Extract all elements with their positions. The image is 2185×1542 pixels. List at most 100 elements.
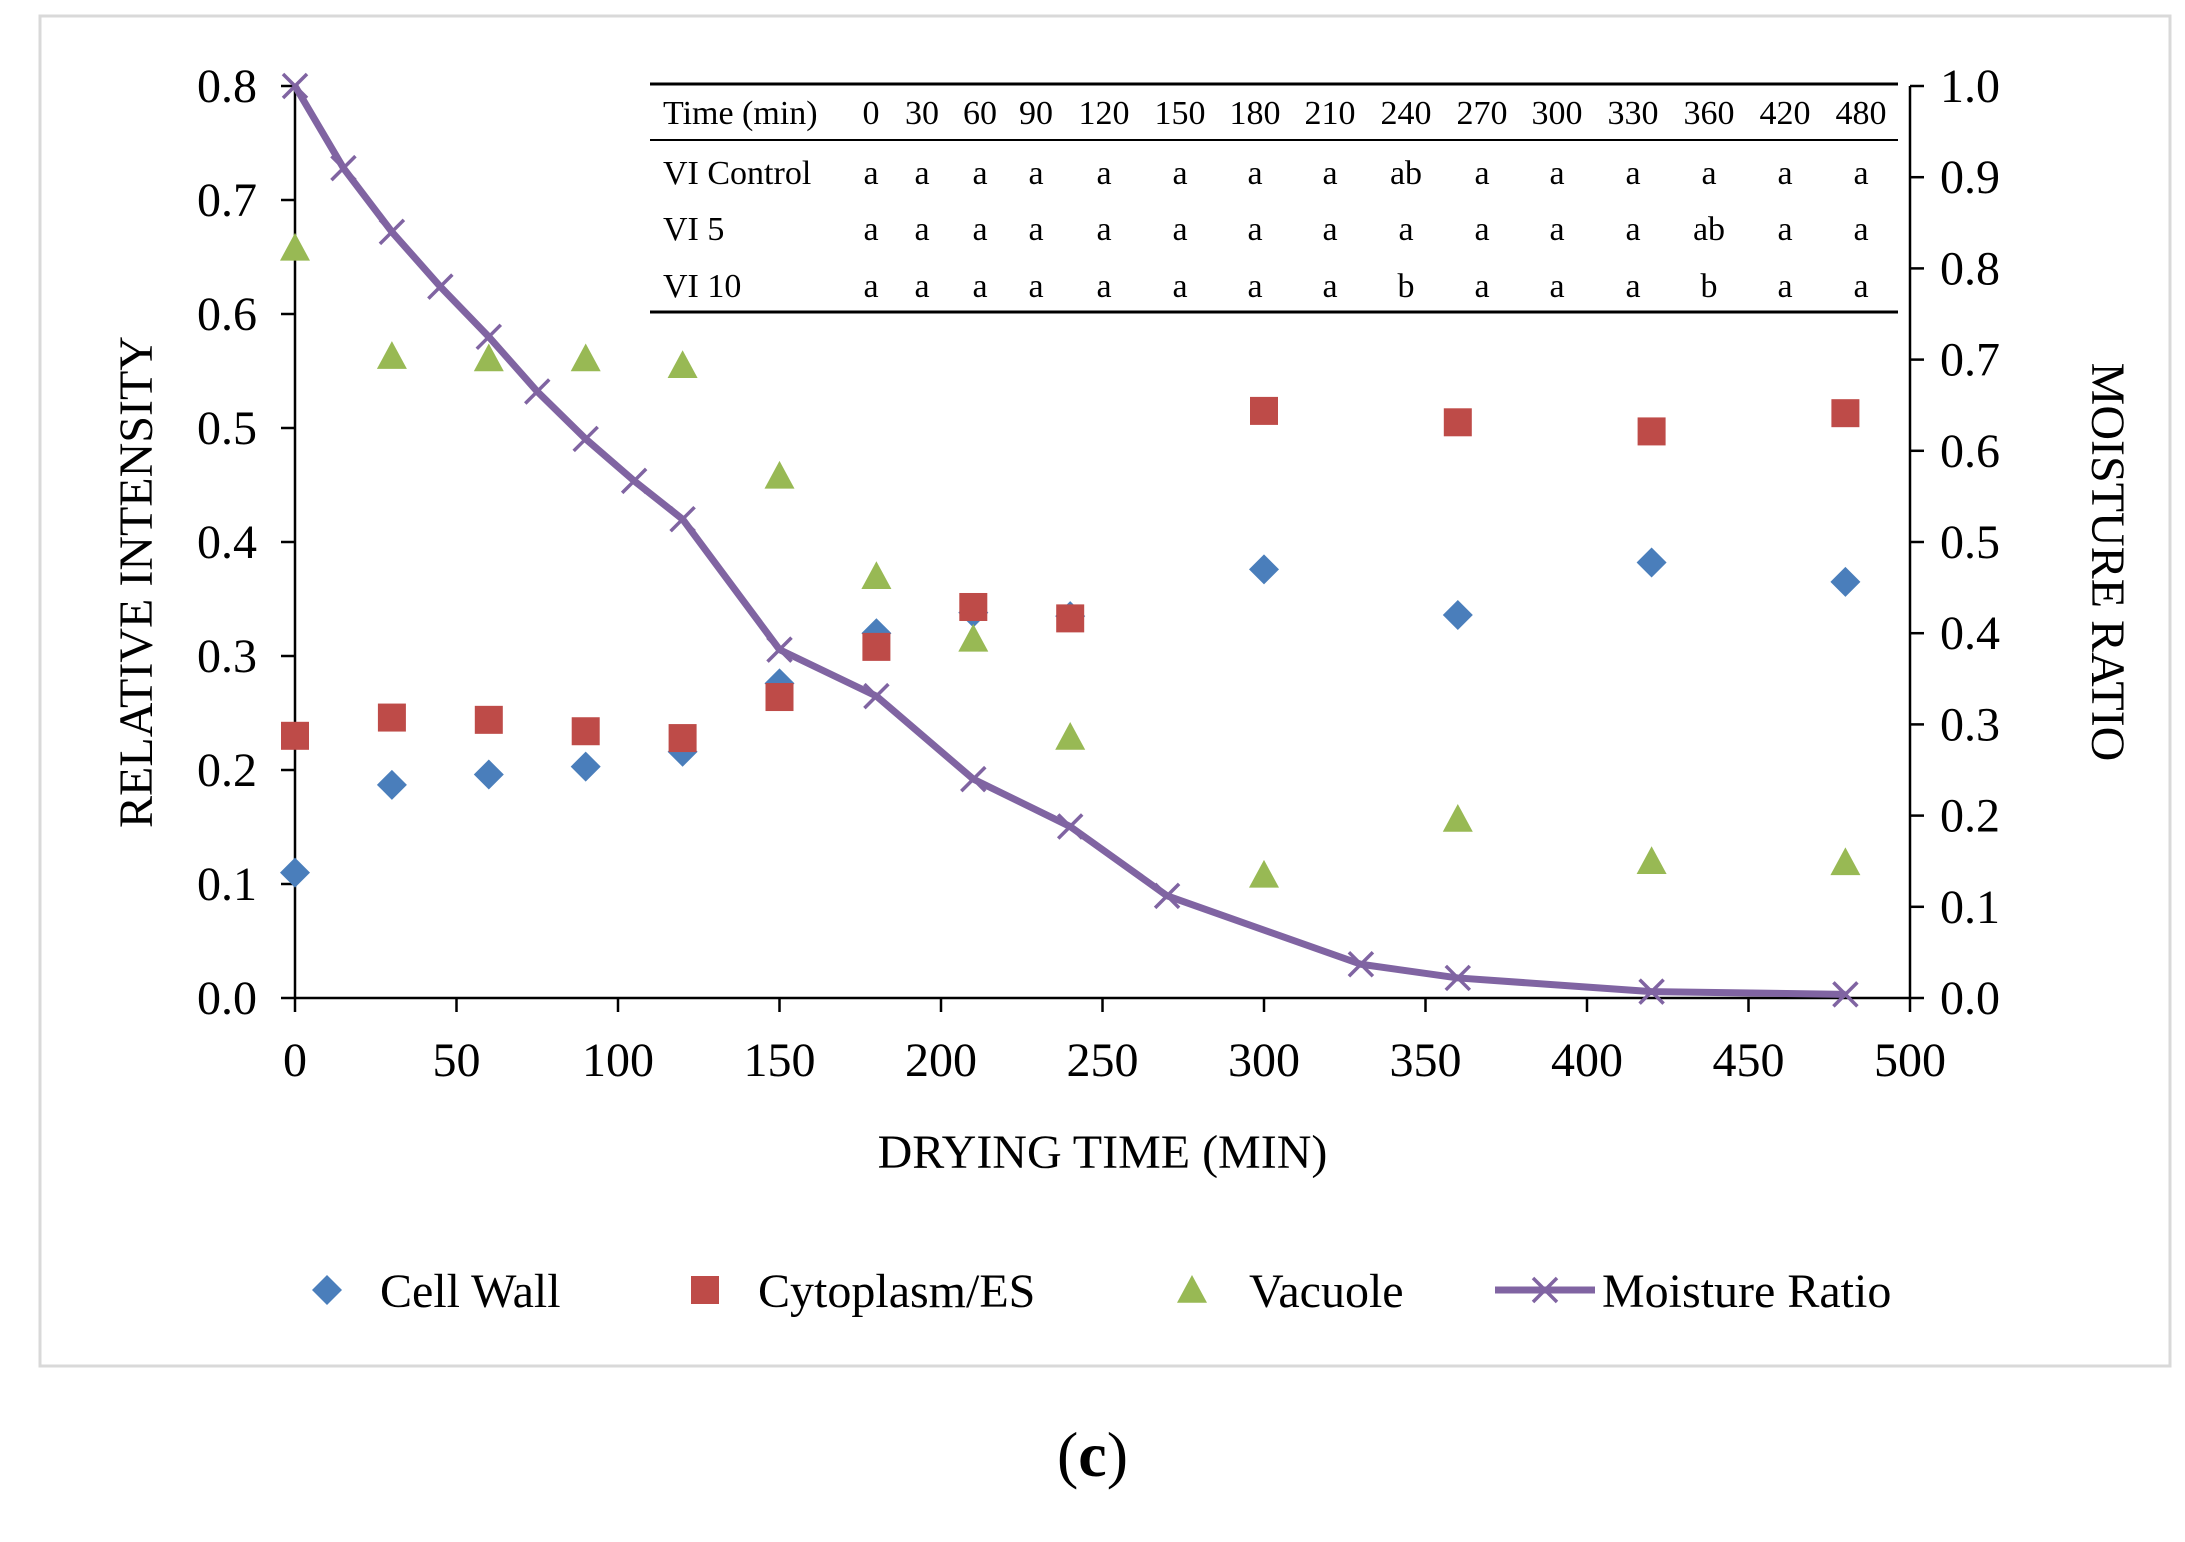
moisture-ratio-point [572,425,599,453]
y-tick-label: 0.0 [197,972,257,1025]
cell-wall-point [570,751,601,782]
legend-marker [1531,1276,1559,1304]
vacuole-point [570,343,601,372]
x-tick-label: 350 [1390,1034,1462,1087]
plot-marks [280,72,1861,1008]
cytoplasm-point [1250,396,1278,425]
table-cell: a [1625,155,1640,192]
cell-wall-point [1636,547,1667,578]
series-cytoplasm-es [281,396,1860,753]
moisture-ratio-point [1347,951,1375,978]
y2-axis-title: MOISTURE RATIO [2081,363,2134,762]
vacuole-point [376,341,407,369]
cytoplasm-point [1637,417,1666,446]
x-tick-label: 200 [905,1034,977,1087]
table-cell: a [1172,211,1187,248]
moisture-ratio-point [1444,964,1472,992]
x-tick-label: 400 [1551,1034,1623,1087]
table-header-time: 270 [1457,95,1508,132]
cytoplasm-point [959,592,988,621]
table-cell: a [1777,211,1792,248]
table-cell: a [1549,211,1564,248]
table-cell: a [1474,211,1489,248]
table-cell: a [1028,211,1043,248]
table-cell: a [1474,268,1489,305]
table-cell: a [1028,268,1043,305]
table-cell: a [972,155,987,192]
x-tick-label: 300 [1228,1034,1300,1087]
y2-tick-label: 0.5 [1940,516,2000,569]
inset-table: Time (min) 0 30 60 90 120 150 180 210 240 270 300 33… [650,82,1898,314]
moisture-ratio-point [524,378,551,405]
x-tick-label: 100 [582,1034,654,1087]
table-header-time: 120 [1079,95,1130,132]
table-cell: a [1777,268,1792,305]
table-cell: a [1549,268,1564,305]
x-tick-label: 0 [283,1034,307,1087]
x-tick-label: 250 [1067,1034,1139,1087]
table-cell: a [1549,155,1564,192]
y-tick-label: 0.8 [197,60,257,113]
table-header-time: 60 [963,95,997,132]
legend-item-vacuole: Vacuole [1177,1265,1404,1318]
cytoplasm-point [668,724,697,753]
vacuole-point [473,343,504,372]
moisture-ratio-point [378,218,406,246]
table-cell: a [1172,268,1187,305]
table-cell: a [972,268,987,305]
table-cell: a [863,211,878,248]
moisture-ratio-point [281,72,309,100]
x-tick-label: 150 [744,1034,816,1087]
table-header-time: 90 [1019,95,1053,132]
y-tick-label: 0.4 [197,516,257,569]
y-tick-label: 0.6 [197,288,257,341]
table-cell: a [1853,155,1868,192]
table-cell: a [972,211,987,248]
table-row-label: VI 10 [663,268,741,305]
table-cell: a [1625,268,1640,305]
cytoplasm-point [1831,399,1860,428]
moisture-ratio-point [1056,813,1084,840]
cell-wall-point [280,857,310,888]
vacuole-point [1830,847,1861,876]
moisture-ratio-point [669,505,696,533]
table-cell: a [1701,155,1716,192]
y2-tick-label: 0.3 [1940,698,2000,751]
cytoplasm-point [862,632,891,661]
table-cell: a [1096,211,1111,248]
vacuole-point [667,350,698,379]
legend-marker [1177,1275,1207,1303]
y2-tick-label: 0.2 [1940,790,2000,843]
series-moisture-ratio [281,72,1859,1008]
x-axis-title: DRYING TIME (MIN) [878,1126,1328,1179]
cell-wall-point [1830,566,1861,597]
moisture-ratio-point [863,682,890,710]
vacuole-point [1636,846,1667,874]
y-tick-label: 0.2 [197,744,257,797]
x-tick-label: 450 [1713,1034,1785,1087]
cell-wall-point [376,769,407,800]
table-cell: a [1322,155,1337,192]
x-tick-label: 50 [433,1034,481,1087]
moisture-ratio-point [620,467,648,495]
legend-label: Moisture Ratio [1602,1265,1891,1318]
series-vacuole [280,232,1861,888]
legend-label: Cytoplasm/ES [758,1265,1035,1318]
y-tick-label: 0.1 [197,858,257,911]
table-cell: a [1247,211,1262,248]
table-cell: a [1028,155,1043,192]
caption-letter: c [1078,1419,1107,1490]
y-axis-title: RELATIVE INTENSITY [110,336,163,828]
table-cell: b [1398,268,1415,305]
moisture-ratio-point [1153,882,1181,910]
table-cell: a [1398,211,1413,248]
moisture-ratio-point [1638,978,1665,1005]
cell-wall-point [1249,554,1279,585]
table-cell: a [1474,155,1489,192]
table-cell: a [914,211,929,248]
table-cell: a [1625,211,1640,248]
vacuole-point [1055,721,1086,750]
moisture-ratio-point [960,765,987,793]
